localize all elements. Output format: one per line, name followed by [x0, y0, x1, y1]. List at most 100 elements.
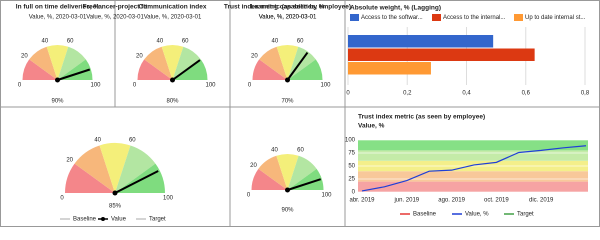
gauge-tick-label: 40: [271, 148, 278, 154]
x-tick-label: 0: [346, 91, 350, 97]
x-tick-label: jun. 2019: [393, 198, 419, 204]
legend-swatch: [514, 14, 523, 21]
gauge-tick-label: 20: [21, 53, 28, 59]
gauge-band: [137, 59, 173, 80]
gauge-tick-label: 40: [156, 39, 163, 45]
band: [358, 171, 588, 182]
legend-swatch: [350, 14, 359, 21]
gauge-title: Trust index metric (as seen by employee): [224, 4, 351, 11]
gauge-tick-label: 60: [297, 39, 304, 45]
gauge-tick-label: 20: [136, 53, 143, 59]
gauge-needle: [286, 51, 309, 81]
gauge-subtitle: Value, %, 2020-03-01: [86, 15, 144, 21]
band: [358, 150, 588, 161]
gauge-tick-label: 40: [94, 137, 101, 143]
legend-label: Up to date internal st...: [525, 15, 586, 21]
gauge-band: [99, 143, 131, 193]
legend-label: Target: [517, 212, 534, 218]
gauge-tick-label: 100: [321, 193, 332, 199]
gauge-tick-label: 40: [41, 39, 48, 45]
x-tick-label: 0,6: [522, 91, 531, 97]
bar: [348, 48, 535, 61]
gauge-tick-label: 0: [133, 83, 137, 89]
x-tick-label: ago. 2019: [438, 198, 465, 204]
gauge-band: [259, 46, 288, 80]
gauge-tick-label: 60: [297, 148, 304, 154]
legend-label: Baseline: [413, 212, 437, 218]
gauge-hub: [170, 77, 175, 83]
gauge-title: Communication index: [139, 4, 207, 11]
chart-title: Trust index metric (as seen by employee): [358, 114, 485, 121]
y-tick-label: 25: [348, 177, 355, 183]
gauge-band: [276, 154, 299, 190]
gauge-needle: [114, 170, 159, 194]
gauge-band: [144, 46, 173, 80]
gauge-band: [29, 46, 58, 80]
line: [361, 145, 587, 192]
gauge-subtitle: Value, %, 2020-03-01: [144, 15, 202, 21]
gauge-hub: [55, 77, 60, 83]
chart-subtitle: Value, %: [358, 123, 385, 130]
y-tick-label: 75: [348, 151, 355, 157]
legend-label: Baseline: [73, 217, 97, 223]
gauge-band: [287, 168, 324, 190]
gauge-tick-label: 0: [60, 196, 64, 202]
x-tick-label: 0,4: [462, 91, 471, 97]
gauge-tick-label: 0: [248, 83, 252, 89]
gauge-band: [65, 163, 115, 193]
dashboard: In full on time deliveries, % Value, %, 2…: [0, 0, 600, 227]
legend-label: Value: [111, 217, 127, 223]
gauge-tick-label: 0: [247, 193, 251, 199]
gauge-needle: [287, 178, 322, 191]
y-tick-label: 0: [352, 190, 356, 196]
x-tick-label: abr. 2019: [349, 198, 375, 204]
gauge-band: [252, 59, 288, 80]
legend-label: Access to the softwar...: [361, 15, 423, 21]
bar: [348, 35, 494, 48]
gauge-band: [172, 46, 201, 80]
gauge-needle: [57, 68, 91, 81]
gauge-title: In full on time deliveries, %: [16, 4, 100, 11]
gauge-hub: [112, 190, 118, 196]
legend-symbol: [101, 217, 105, 221]
legend-label: Access to the internal...: [443, 15, 506, 21]
gauge-band: [46, 44, 69, 80]
gauge-value-label: 90%: [281, 208, 294, 214]
gauge-tick-label: 100: [205, 83, 216, 89]
gauge-tick-label: 60: [129, 137, 136, 143]
gauge-band: [22, 59, 58, 80]
gauge-hub: [285, 187, 290, 193]
y-tick-label: 50: [348, 164, 355, 170]
x-tick-label: 0,8: [581, 91, 590, 97]
chart-title: Absolute weight, % (Lagging): [350, 5, 441, 12]
gauge-title: Freelancer-project fit: [83, 4, 148, 11]
gauge-tick-label: 60: [67, 39, 74, 45]
gauge-tick-label: 40: [271, 39, 278, 45]
gauge-band: [161, 45, 184, 80]
gauge-hub: [285, 77, 290, 83]
gauge-band: [74, 145, 115, 193]
gauge-tick-label: 100: [90, 83, 101, 89]
gauge-band: [258, 155, 288, 190]
band: [358, 140, 588, 151]
gauge-tick-label: 0: [18, 83, 22, 89]
gauge-value-label: 80%: [166, 99, 179, 105]
gauge-band: [251, 168, 288, 190]
legend-swatch: [432, 14, 441, 21]
band: [358, 181, 588, 192]
gauge-band: [276, 45, 299, 80]
gauge-subtitle: Value, %, 2020-03-01: [259, 15, 317, 21]
gauge-subtitle: Value, %, 2020-03-01: [29, 15, 87, 21]
gauge-tick-label: 20: [66, 158, 73, 164]
gauge-tick-label: 100: [320, 83, 331, 89]
bar: [348, 62, 431, 75]
gauge-tick-label: 20: [251, 53, 258, 59]
gauge-band: [287, 59, 323, 80]
gauge-tick-label: 100: [163, 196, 174, 202]
gauge-value-label: 85%: [109, 204, 122, 210]
gauge-value-label: 90%: [51, 99, 64, 105]
page: In full on time deliveries, % Value, %, 2…: [0, 0, 600, 227]
legend-label: Target: [149, 217, 166, 223]
gauge-needle: [171, 59, 201, 81]
gauge-band: [287, 155, 317, 190]
